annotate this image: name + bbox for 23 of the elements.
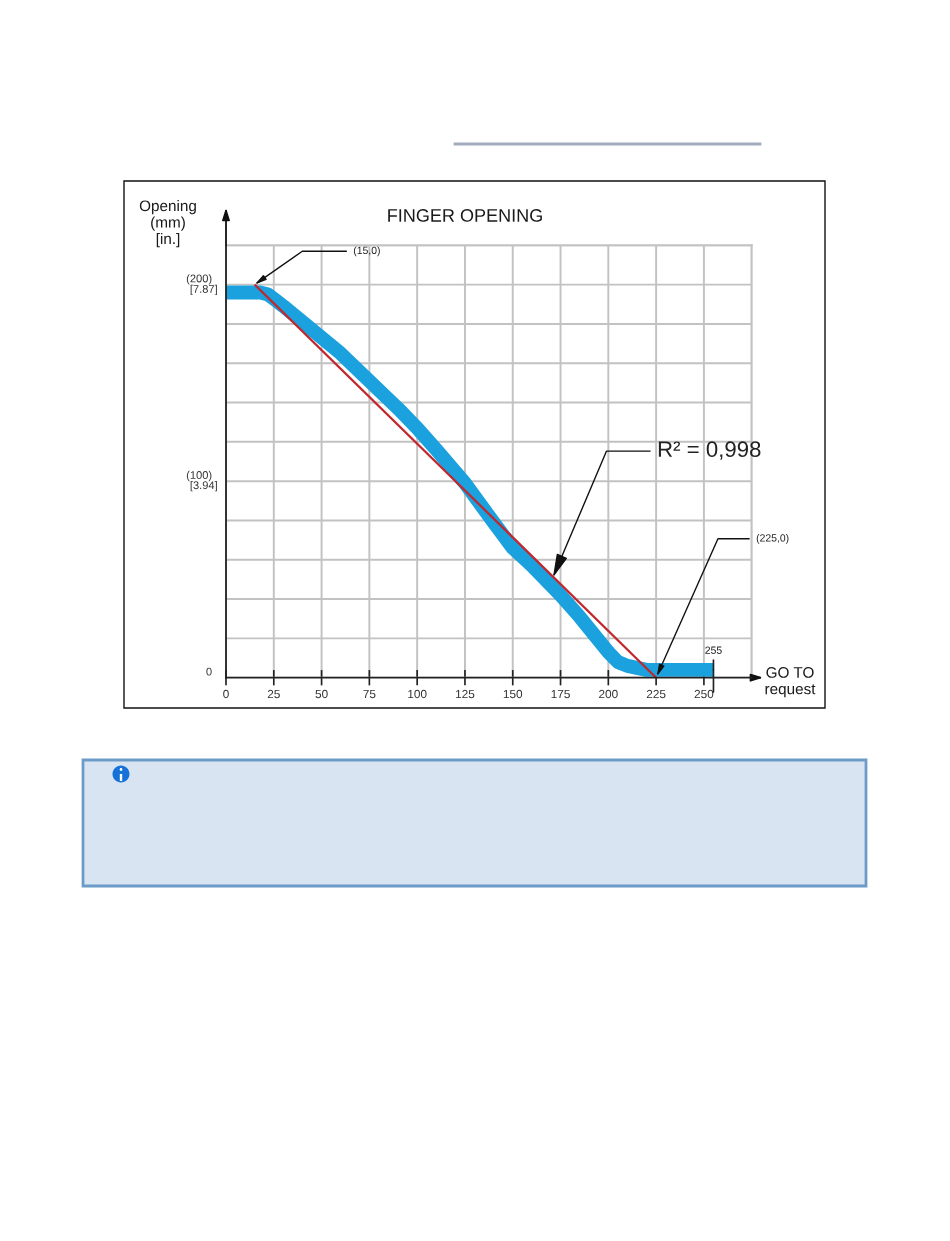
x-tick-label: 0 bbox=[223, 689, 229, 699]
y-axis-title: Opening (mm) [in.] bbox=[139, 200, 196, 248]
annotation: 255 bbox=[705, 646, 722, 654]
chart-title: FINGER OPENING bbox=[388, 209, 542, 222]
annotation: (225,0) bbox=[756, 533, 789, 544]
x-tick-label: 100 bbox=[408, 689, 427, 699]
x-tick-label: 250 bbox=[694, 689, 714, 699]
y-tick-label: (100) bbox=[186, 470, 212, 482]
x-axis-title: GO TO request bbox=[765, 667, 816, 698]
x-tick-label: 25 bbox=[267, 689, 280, 699]
x-tick-label: 225 bbox=[646, 689, 666, 699]
annotation: R² = 0,998 bbox=[658, 441, 761, 460]
x-tick-label: 50 bbox=[315, 689, 328, 699]
y-tick-label: 0 bbox=[206, 667, 212, 676]
x-tick-label: 125 bbox=[456, 689, 475, 699]
x-tick-label: 75 bbox=[363, 689, 376, 699]
x-tick-label: 150 bbox=[503, 689, 523, 699]
annotation: (15,0) bbox=[353, 246, 380, 257]
x-tick-label: 200 bbox=[599, 689, 618, 699]
y2-tick-label: [7.87] bbox=[190, 284, 217, 296]
x-tick-label: 175 bbox=[551, 689, 570, 699]
y2-tick-label: [3.94] bbox=[190, 480, 217, 492]
y-tick-label: (200) bbox=[186, 274, 212, 285]
